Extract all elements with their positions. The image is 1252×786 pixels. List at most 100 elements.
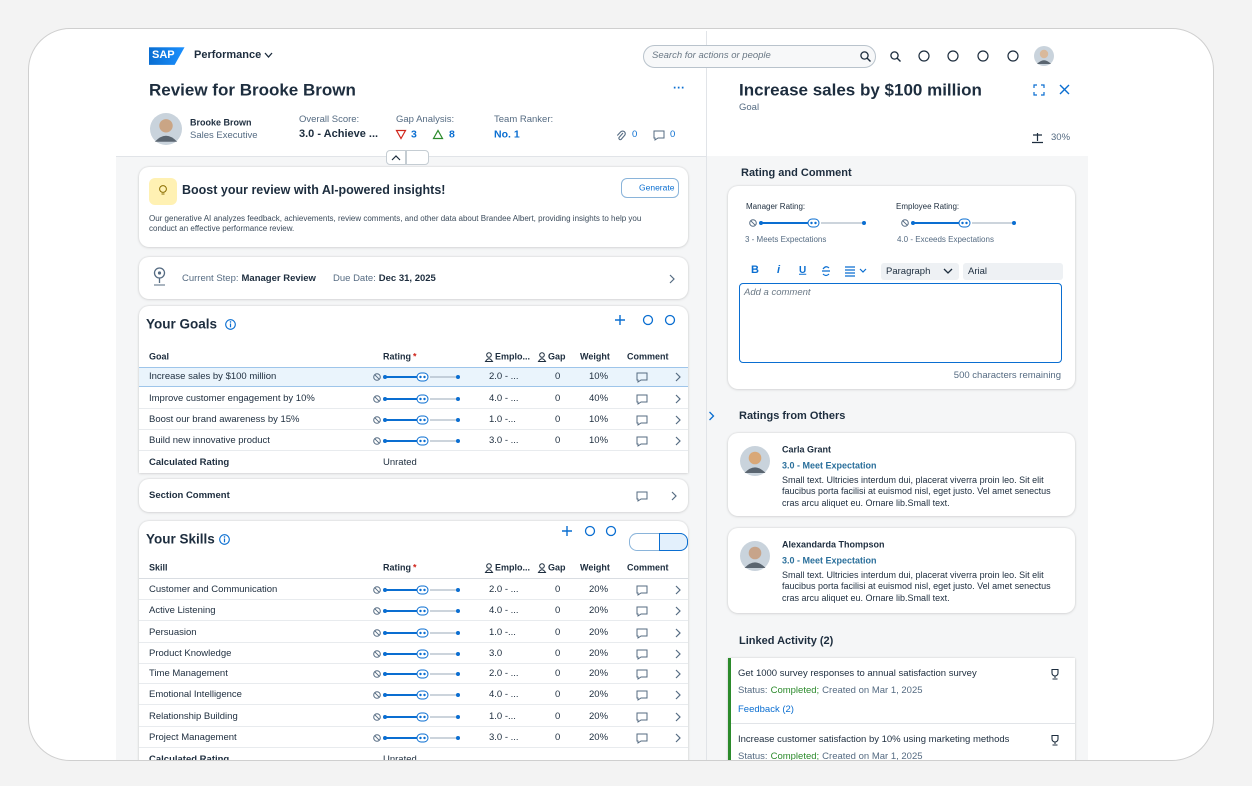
rating-slider[interactable] [373,733,461,743]
comment-icon[interactable] [636,491,648,502]
chevron[interactable] [675,606,681,616]
rating-slider[interactable] [373,690,461,700]
rating-slider[interactable] [373,394,461,404]
rating-slider[interactable] [373,436,461,446]
shell-icon[interactable] [947,50,959,62]
chevron[interactable] [675,372,681,382]
rating-slider-part [419,375,422,379]
chevron[interactable] [675,649,681,659]
comment-icon[interactable] [636,712,648,723]
app-menu-chevron[interactable] [264,52,273,58]
column-header: Weight [580,562,610,573]
toolbar-icon[interactable] [584,525,596,537]
info-icon[interactable] [225,319,236,330]
fullscreen-icon[interactable] [1033,84,1045,96]
close-icon[interactable] [1059,84,1070,95]
comment-icon[interactable] [636,585,648,596]
chevron[interactable] [669,274,675,284]
chevron[interactable] [675,436,681,446]
italic-button[interactable]: i [777,264,781,277]
table-row[interactable] [139,644,688,664]
comment-icon[interactable] [636,394,648,405]
attachment-icon[interactable] [616,130,626,141]
comment-icon[interactable] [636,415,648,426]
chevron[interactable] [675,415,681,425]
toolbar-icon[interactable] [614,314,626,326]
rating-slider[interactable] [373,372,461,382]
comment-icon[interactable] [636,372,648,383]
table-row[interactable] [139,431,688,451]
ai-card [139,167,688,247]
pin-button[interactable] [406,150,429,165]
table-row[interactable] [139,707,688,727]
toolbar-icon[interactable] [605,525,617,537]
underline-button[interactable]: U [799,264,807,276]
table-row[interactable] [139,580,688,600]
rating-slider[interactable] [373,712,461,722]
expand-arrow[interactable] [709,411,715,421]
comment-icon[interactable] [636,436,648,447]
app-name[interactable]: Performance [194,49,262,62]
step-card[interactable] [139,257,688,299]
info-icon[interactable] [219,534,230,545]
ranker-value[interactable]: No. 1 [494,128,520,141]
rating-slider[interactable] [749,218,867,228]
toolbar-icon[interactable] [664,314,676,326]
table-row[interactable] [139,664,688,684]
chevron[interactable] [675,628,681,638]
bold-button[interactable]: B [751,264,759,277]
table-row[interactable] [139,685,688,705]
rating-slider[interactable] [373,415,461,425]
search-icon[interactable] [890,51,901,62]
table-row[interactable] [139,601,688,621]
toolbar-icon[interactable] [642,314,654,326]
view-toggle-active[interactable] [659,533,688,551]
table-row[interactable] [139,728,688,748]
section-comment-card[interactable] [139,479,688,512]
sap-logo[interactable]: SAP [149,47,185,65]
search-box[interactable] [643,45,876,68]
chevron[interactable] [671,491,677,501]
font-select[interactable] [963,263,1063,280]
comment-icon[interactable] [636,690,648,701]
chevron[interactable] [675,394,681,404]
search-icon[interactable] [860,51,871,62]
paragraph-select[interactable] [881,263,959,280]
comment-icon[interactable] [636,669,648,680]
chevron[interactable] [675,712,681,722]
table-row[interactable] [139,623,688,643]
comment-icon[interactable] [636,628,648,639]
rating-slider-part [416,585,429,595]
more-button[interactable]: ··· [673,80,685,95]
activity-title[interactable]: Get 1000 survey responses to annual sati… [738,668,977,680]
comment-icon[interactable] [653,130,665,141]
rating-slider[interactable] [373,649,461,659]
generate-button[interactable] [621,178,679,198]
chevron[interactable] [675,585,681,595]
table-row[interactable] [139,389,688,409]
rating-slider[interactable] [373,585,461,595]
shell-icon[interactable] [977,50,989,62]
feedback-link[interactable]: Feedback (2) [738,704,794,716]
comment-icon[interactable] [636,606,648,617]
toolbar-icon[interactable] [561,525,573,537]
rating-slider[interactable] [373,669,461,679]
chevron[interactable] [675,733,681,743]
rating-slider[interactable] [901,218,1017,228]
shell-icon[interactable] [918,50,930,62]
gap-value: 0 [555,648,561,660]
list-icon[interactable] [845,266,870,277]
chevron[interactable] [675,669,681,679]
table-row[interactable] [139,410,688,430]
shell-icon[interactable] [1007,50,1019,62]
comment-textarea[interactable] [739,283,1062,363]
strike-icon[interactable] [821,266,831,277]
collapse-button[interactable] [386,150,406,165]
comment-icon[interactable] [636,733,648,744]
chevron[interactable] [675,690,681,700]
comment-icon[interactable] [636,649,648,660]
generate-label[interactable]: Generate [639,182,675,193]
rating-slider[interactable] [373,606,461,616]
activity-title[interactable]: Increase customer satisfaction by 10% us… [738,734,1010,746]
rating-slider[interactable] [373,628,461,638]
